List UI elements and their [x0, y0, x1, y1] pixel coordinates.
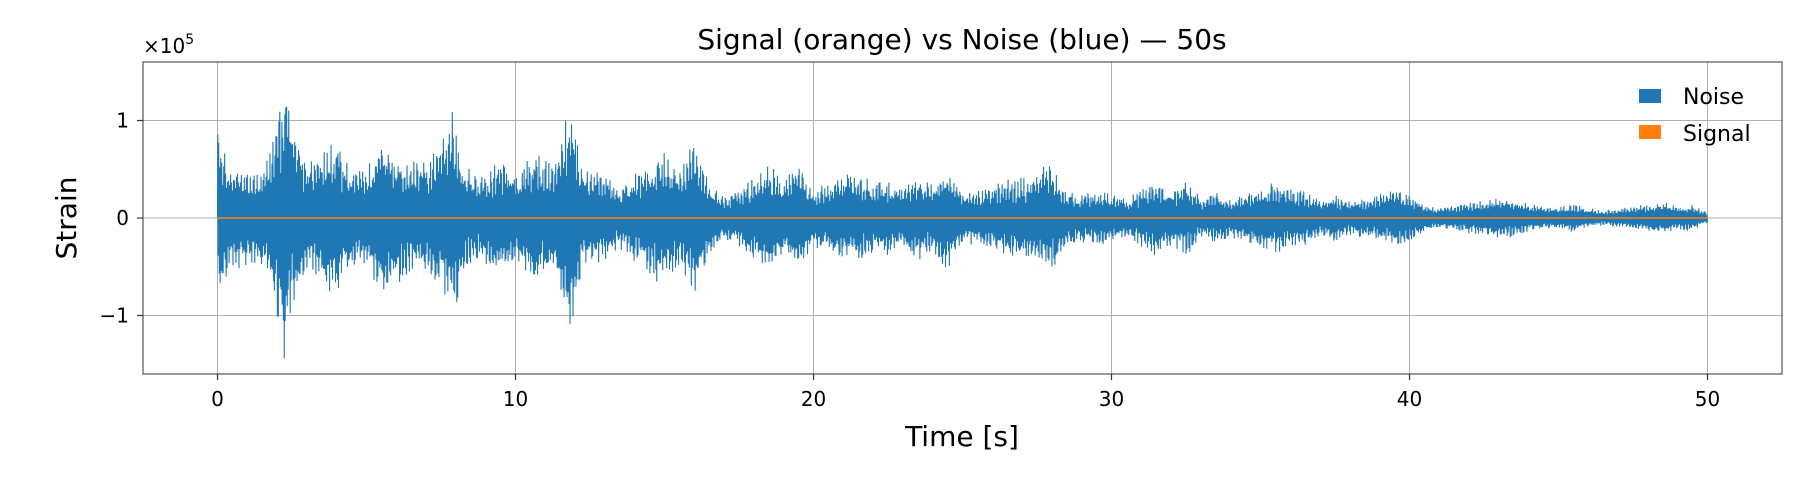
- x-tick-label: 10: [503, 387, 528, 411]
- y-tick-label: 1: [116, 109, 129, 133]
- y-axis-label: Strain: [50, 177, 83, 260]
- y-tick-label: −1: [100, 304, 129, 328]
- x-axis-ticks: 0 10 20 30 40 50: [211, 374, 1720, 411]
- legend-noise-swatch: [1639, 89, 1661, 103]
- chart-title: Signal (orange) vs Noise (blue) — 50s: [697, 23, 1226, 56]
- x-tick-label: 50: [1695, 387, 1720, 411]
- legend-signal-swatch: [1639, 125, 1661, 139]
- y-axis-ticks: −1 0 1: [100, 109, 143, 328]
- noise-line: [216, 106, 1709, 359]
- legend: Noise Signal: [1639, 85, 1751, 147]
- x-tick-label: 40: [1397, 387, 1422, 411]
- x-tick-label: 20: [801, 387, 826, 411]
- noise-series: [216, 106, 1709, 359]
- y-axis-offset: ×105: [143, 32, 194, 58]
- x-tick-label: 0: [211, 387, 224, 411]
- legend-noise-label: Noise: [1683, 85, 1744, 110]
- x-tick-label: 30: [1099, 387, 1124, 411]
- x-axis-label: Time [s]: [904, 420, 1019, 453]
- y-offset-base: ×10: [143, 34, 185, 58]
- legend-signal-label: Signal: [1683, 122, 1751, 147]
- y-tick-label: 0: [116, 206, 129, 230]
- y-offset-exponent: 5: [185, 32, 194, 48]
